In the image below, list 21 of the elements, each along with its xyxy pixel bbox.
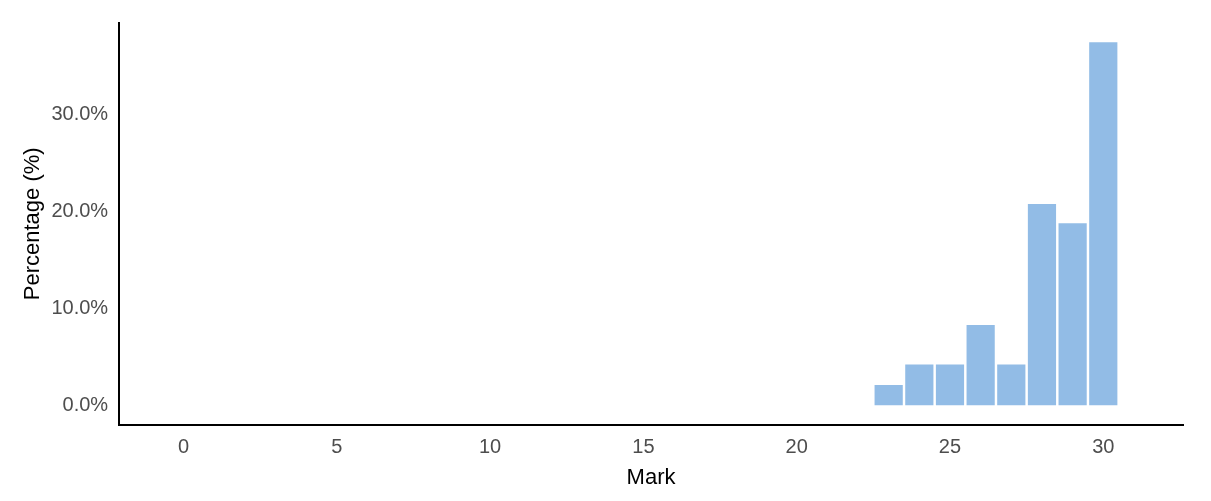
bar (935, 364, 965, 406)
x-tick-label: 15 (632, 435, 655, 458)
y-tick-label: 20.0% (51, 199, 109, 222)
bar (1058, 223, 1087, 406)
x-tick-label: 25 (938, 435, 962, 458)
bar (905, 364, 934, 406)
bar (1089, 42, 1118, 406)
bar (966, 324, 995, 406)
bar (874, 384, 903, 406)
y-tick-label: 0.0% (62, 392, 109, 415)
x-tick-label: 30 (1092, 435, 1115, 458)
y-tick-label: 30.0% (51, 102, 109, 125)
bar (997, 364, 1026, 406)
bar (1027, 203, 1057, 406)
x-axis-title: Mark (626, 463, 677, 489)
x-tick-label: 20 (785, 435, 808, 458)
y-tick-label: 10.0% (51, 295, 109, 318)
y-axis-title: Percentage (%) (19, 147, 45, 301)
x-tick-label: 10 (478, 435, 502, 458)
x-tick-label: 5 (331, 435, 343, 458)
x-tick-label: 0 (177, 435, 190, 458)
